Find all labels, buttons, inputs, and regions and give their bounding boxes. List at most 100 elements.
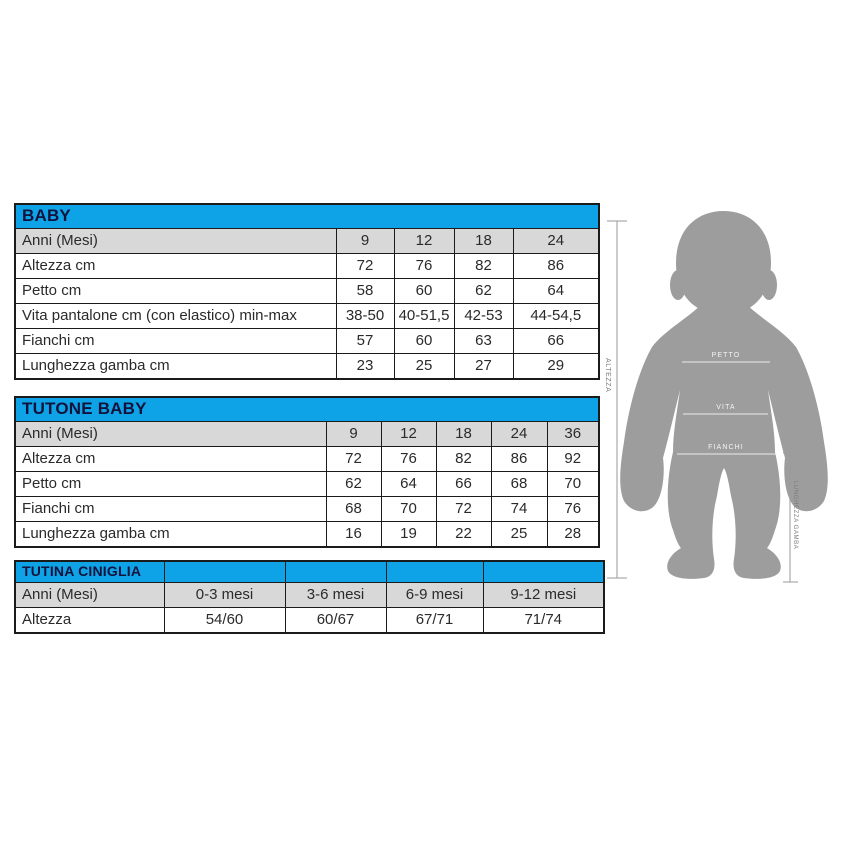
cell-value: 27 <box>453 353 514 380</box>
column-header: 9-12 mesi <box>482 582 605 608</box>
baby-size-table: BABY Anni (Mesi) 9 12 18 24 Altezza cm 72 76 82 86… <box>14 203 601 380</box>
cell-value: 44-54,5 <box>512 303 600 329</box>
row-label: Altezza <box>14 607 165 634</box>
body-shape <box>620 303 828 579</box>
table-title-row: TUTONE BABY <box>14 396 600 422</box>
vita-label: VITA <box>716 404 735 411</box>
row-label: Altezza cm <box>14 446 327 472</box>
cell-value: 72 <box>435 496 492 522</box>
column-header: 24 <box>490 421 548 447</box>
title-spacer-cell <box>385 560 484 583</box>
cell-value: 23 <box>335 353 395 380</box>
header-row-label: Anni (Mesi) <box>14 421 327 447</box>
lunghezza-gamba-measure-line <box>783 452 798 583</box>
cell-value: 38-50 <box>335 303 395 329</box>
baby-measurement-figure: ALTEZZA LUNGHEZZA GAMBA PETTO VITA FIANC… <box>604 211 828 583</box>
column-header: 9 <box>325 421 382 447</box>
title-spacer-cell <box>163 560 286 583</box>
title-spacer-cell <box>482 560 605 583</box>
cell-value: 71/74 <box>482 607 605 634</box>
cell-value: 62 <box>325 471 382 497</box>
cell-value: 60 <box>393 278 455 304</box>
cell-value: 68 <box>325 496 382 522</box>
cell-value: 67/71 <box>385 607 484 634</box>
row-label: Lunghezza gamba cm <box>14 353 337 380</box>
altezza-label: ALTEZZA <box>604 358 611 392</box>
cell-value: 76 <box>393 253 455 279</box>
column-header: 18 <box>435 421 492 447</box>
cell-value: 76 <box>546 496 600 522</box>
table-title-row: TUTINA CINIGLIA <box>14 560 605 583</box>
table-row: Lunghezza gamba cm 23 25 27 29 <box>14 353 600 380</box>
table-row: Vita pantalone cm (con elastico) min-max… <box>14 303 600 329</box>
tutone-baby-size-table: TUTONE BABY Anni (Mesi) 9 12 18 24 36 Altezza c… <box>14 396 601 548</box>
column-header-row: Anni (Mesi) 9 12 18 24 <box>14 228 600 254</box>
table-row: Lunghezza gamba cm 16 19 22 25 28 <box>14 521 600 548</box>
cell-value: 82 <box>435 446 492 472</box>
row-label: Altezza cm <box>14 253 337 279</box>
cell-value: 70 <box>380 496 437 522</box>
column-header: 6-9 mesi <box>385 582 484 608</box>
header-row-label: Anni (Mesi) <box>14 228 337 254</box>
cell-value: 68 <box>490 471 548 497</box>
cell-value: 66 <box>435 471 492 497</box>
cell-value: 72 <box>325 446 382 472</box>
title-spacer-cell <box>284 560 387 583</box>
row-label: Vita pantalone cm (con elastico) min-max <box>14 303 337 329</box>
row-label: Petto cm <box>14 278 337 304</box>
row-label: Fianchi cm <box>14 328 337 354</box>
table-title: BABY <box>14 203 600 229</box>
column-header: 24 <box>512 228 600 254</box>
cell-value: 22 <box>435 521 492 548</box>
cell-value: 64 <box>512 278 600 304</box>
cell-value: 57 <box>335 328 395 354</box>
cell-value: 19 <box>380 521 437 548</box>
table-title: TUTONE BABY <box>14 396 600 422</box>
cell-value: 25 <box>490 521 548 548</box>
cell-value: 60 <box>393 328 455 354</box>
head-shape <box>676 211 771 316</box>
table-row: Altezza cm 72 76 82 86 92 <box>14 446 600 472</box>
cell-value: 58 <box>335 278 395 304</box>
cell-value: 66 <box>512 328 600 354</box>
cell-value: 86 <box>490 446 548 472</box>
petto-label: PETTO <box>712 352 741 359</box>
cell-value: 72 <box>335 253 395 279</box>
cell-value: 42-53 <box>453 303 514 329</box>
table-row: Altezza cm 72 76 82 86 <box>14 253 600 279</box>
table-row: Fianchi cm 57 60 63 66 <box>14 328 600 354</box>
column-header: 0-3 mesi <box>163 582 286 608</box>
cell-value: 54/60 <box>163 607 286 634</box>
header-row-label: Anni (Mesi) <box>14 582 165 608</box>
cell-value: 16 <box>325 521 382 548</box>
cell-value: 40-51,5 <box>393 303 455 329</box>
column-header: 12 <box>393 228 455 254</box>
table-row: Petto cm 58 60 62 64 <box>14 278 600 304</box>
tutina-ciniglia-size-table: TUTINA CINIGLIA Anni (Mesi) 0-3 mesi 3-6 me… <box>14 560 605 634</box>
table-row: Altezza 54/60 60/67 67/71 71/74 <box>14 607 605 634</box>
cell-value: 62 <box>453 278 514 304</box>
row-label: Fianchi cm <box>14 496 327 522</box>
cell-value: 86 <box>512 253 600 279</box>
row-label: Lunghezza gamba cm <box>14 521 327 548</box>
row-label: Petto cm <box>14 471 327 497</box>
table-title: TUTINA CINIGLIA <box>14 560 165 583</box>
cell-value: 64 <box>380 471 437 497</box>
cell-value: 76 <box>380 446 437 472</box>
column-header: 3-6 mesi <box>284 582 387 608</box>
table-title-row: BABY <box>14 203 600 229</box>
column-header-row: Anni (Mesi) 9 12 18 24 36 <box>14 421 600 447</box>
cell-value: 28 <box>546 521 600 548</box>
fianchi-label: FIANCHI <box>708 444 744 451</box>
cell-value: 25 <box>393 353 455 380</box>
baby-silhouette <box>620 211 828 579</box>
column-header: 12 <box>380 421 437 447</box>
column-header: 36 <box>546 421 600 447</box>
table-row: Petto cm 62 64 66 68 70 <box>14 471 600 497</box>
column-header: 18 <box>453 228 514 254</box>
cell-value: 82 <box>453 253 514 279</box>
cell-value: 70 <box>546 471 600 497</box>
cell-value: 92 <box>546 446 600 472</box>
cell-value: 74 <box>490 496 548 522</box>
